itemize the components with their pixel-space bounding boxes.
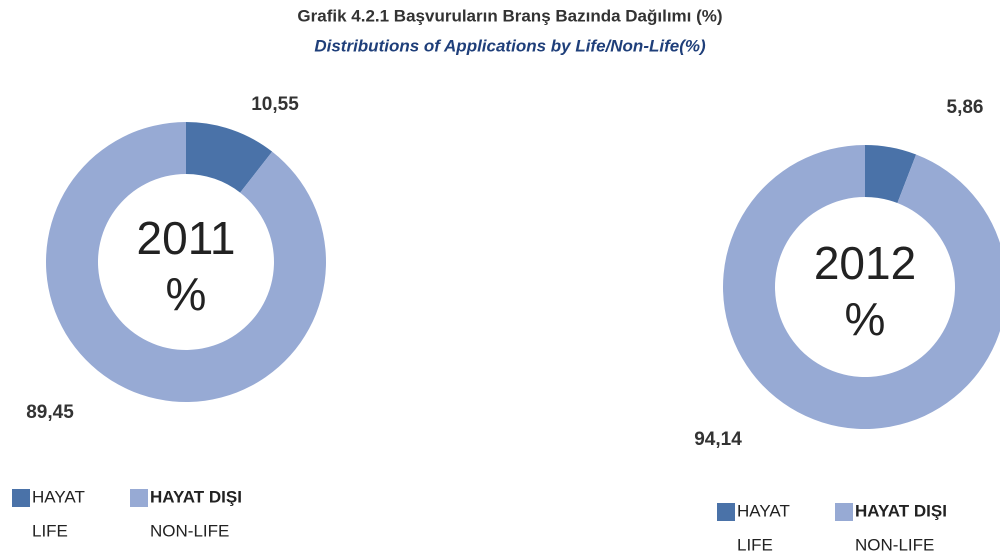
center-unit: % — [166, 268, 207, 320]
title: Grafik 4.2.1 Başvuruların Branş Bazında … — [297, 6, 722, 25]
legend-swatch — [835, 503, 853, 521]
legend-label: HAYAT — [32, 487, 85, 506]
legend-swatch — [717, 503, 735, 521]
legend-label-en: NON-LIFE — [150, 521, 229, 540]
value-label: 5,86 — [947, 97, 984, 118]
legend-swatch — [130, 489, 148, 507]
donut-slice — [186, 122, 273, 193]
value-label: 10,55 — [251, 94, 299, 115]
legend-label-en: LIFE — [737, 535, 773, 553]
center-unit: % — [845, 293, 886, 345]
center-label: 2012 — [814, 237, 916, 289]
legend-label: HAYAT DIŞI — [855, 501, 947, 520]
subtitle: Distributions of Applications by Life/No… — [314, 36, 706, 55]
center-label: 2011 — [137, 212, 236, 264]
legend-label: HAYAT — [737, 501, 790, 520]
donut-slice — [45, 121, 326, 402]
legend-label: HAYAT DIŞI — [150, 487, 242, 506]
legend-label-en: LIFE — [32, 521, 68, 540]
legend-label-en: NON-LIFE — [855, 535, 934, 553]
donut-slice — [723, 145, 1000, 429]
value-label: 94,14 — [694, 429, 742, 450]
legend-swatch — [12, 489, 30, 507]
donut-slice — [865, 145, 917, 204]
value-label: 89,45 — [26, 402, 74, 423]
